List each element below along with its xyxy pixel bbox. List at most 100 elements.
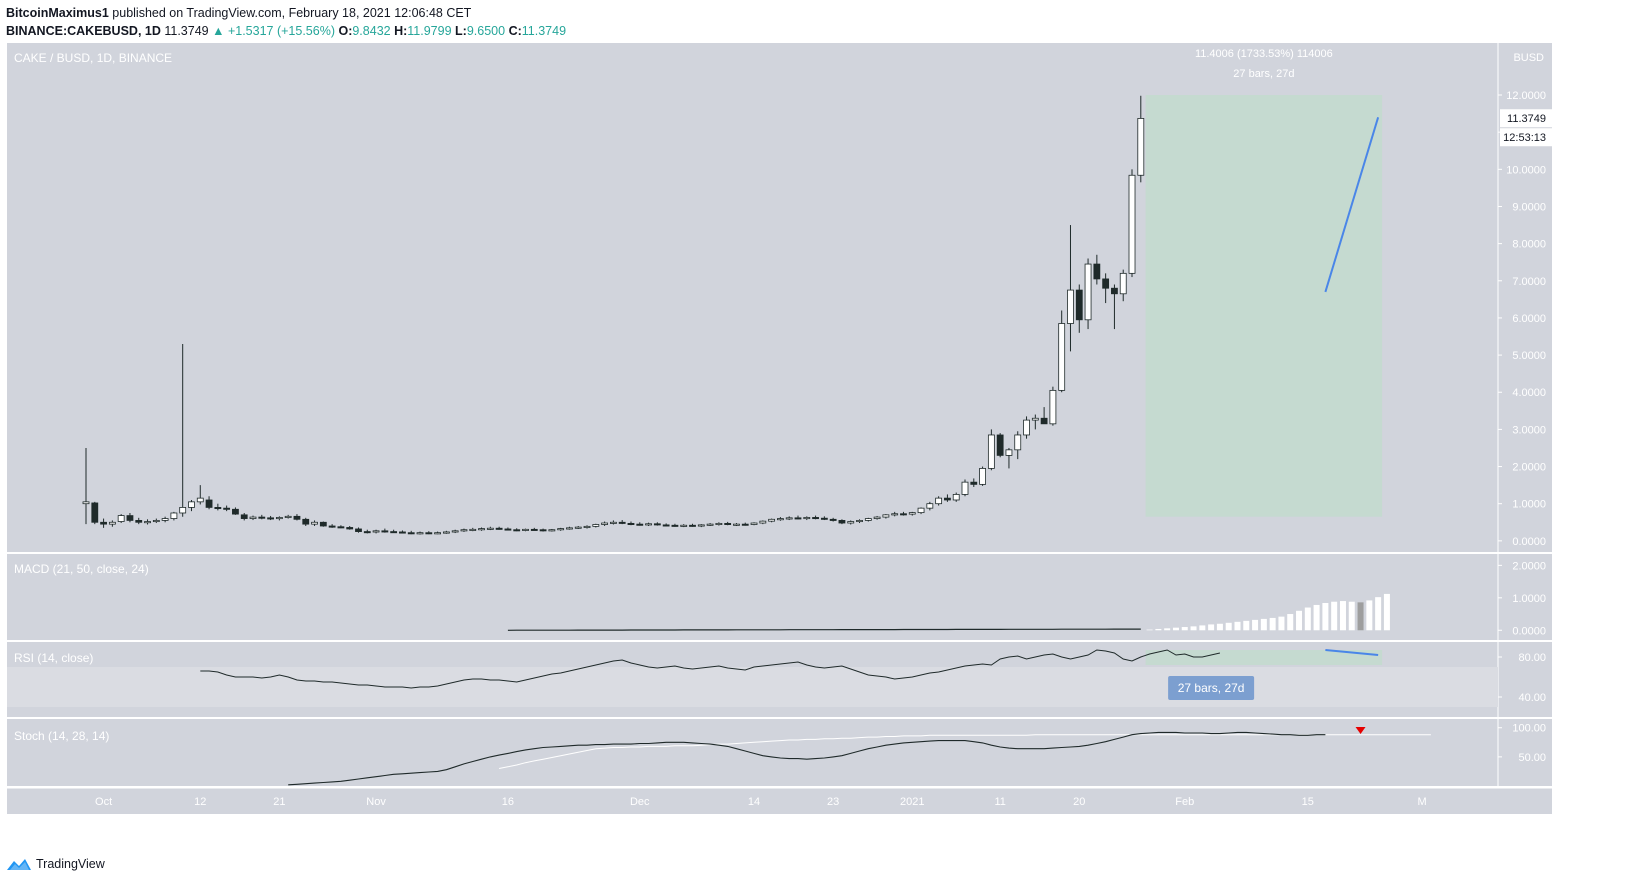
stoch-tick-label: 100.00 xyxy=(1512,723,1546,735)
candle-up xyxy=(1005,449,1013,456)
candle-down xyxy=(689,524,696,527)
candle-up xyxy=(108,521,116,525)
macd-tick-label: 2.0000 xyxy=(1512,560,1546,572)
macd-histogram-bar xyxy=(1208,624,1215,631)
candle-up xyxy=(311,521,318,525)
time-tick-label: 23 xyxy=(827,796,839,808)
macd-histogram-bar xyxy=(1190,626,1197,631)
macd-histogram-bar xyxy=(1216,623,1223,631)
price-axis-background xyxy=(1498,554,1552,640)
rsi-tick-label: 40.00 xyxy=(1518,692,1546,704)
candle-down xyxy=(662,524,670,527)
rsi-range-badge-label: 27 bars, 27d xyxy=(1178,681,1245,695)
price-tick-label: 9.0000 xyxy=(1512,201,1546,213)
candle-up xyxy=(697,524,705,527)
macd-histogram-bar xyxy=(1225,622,1232,631)
macd-tick-label: 0.0000 xyxy=(1512,625,1546,637)
candle-up xyxy=(873,516,881,519)
candle-up xyxy=(284,515,292,518)
candle-down xyxy=(530,528,538,531)
candle-down xyxy=(399,531,406,534)
price-tick-label: 8.0000 xyxy=(1512,239,1546,251)
candle-up xyxy=(574,526,582,529)
candle-down xyxy=(319,521,327,527)
candle-up xyxy=(1058,323,1066,391)
macd-histogram-bar xyxy=(1199,625,1206,631)
last-price-marker xyxy=(1500,109,1556,128)
candle-up xyxy=(548,529,556,532)
candle-down xyxy=(100,521,107,525)
candle-up xyxy=(1023,419,1030,436)
candle-down xyxy=(267,517,274,520)
candle-down xyxy=(337,526,345,529)
candle-up xyxy=(715,522,723,525)
candle-down xyxy=(636,523,644,526)
candle-up xyxy=(170,512,178,519)
time-tick-label: Feb xyxy=(1175,796,1194,808)
footer-branding: TradingView xyxy=(6,856,105,872)
candle-down xyxy=(1111,287,1118,295)
candle-down xyxy=(741,523,749,526)
macd-histogram-bar xyxy=(1164,628,1171,631)
candle-up xyxy=(566,527,573,530)
rsi-band xyxy=(7,667,1498,707)
candle-up xyxy=(979,468,986,485)
macd-histogram-bar xyxy=(1252,619,1259,631)
symbol-label: BINANCE:CAKEBUSD, 1D xyxy=(6,24,161,38)
high-value: 11.9799 xyxy=(407,24,452,38)
candle-up xyxy=(926,503,934,509)
rsi-tick-label: 80.00 xyxy=(1518,652,1546,664)
range-highlight xyxy=(1145,95,1383,517)
last-price: 11.3749 xyxy=(164,24,209,38)
candle-down xyxy=(671,524,679,527)
candle-up xyxy=(882,514,890,518)
candle-up xyxy=(891,513,899,516)
candle-down xyxy=(1093,263,1101,280)
stoch-tick-label: 50.00 xyxy=(1518,752,1546,764)
countdown-marker xyxy=(1500,128,1556,147)
candle-up xyxy=(592,524,600,527)
macd-histogram-bar xyxy=(1304,607,1311,631)
price-tick-label: 6.0000 xyxy=(1512,313,1546,325)
tradingview-brand[interactable]: TradingView xyxy=(36,857,105,871)
macd-histogram-bar xyxy=(1234,621,1241,631)
candle-down xyxy=(724,522,732,525)
macd-histogram-bar xyxy=(1313,604,1320,631)
candle-up xyxy=(152,520,160,523)
high-label: H: xyxy=(394,24,408,38)
candle-up xyxy=(1084,263,1092,321)
candle-up xyxy=(856,520,863,523)
candle-up xyxy=(750,522,758,525)
rsi-range-badge xyxy=(1168,676,1255,700)
open-label: O: xyxy=(338,24,353,38)
candle-up xyxy=(196,497,204,503)
publisher-name[interactable]: BitcoinMaximus1 xyxy=(6,6,109,20)
time-tick-label: 11 xyxy=(994,796,1005,808)
time-tick-label: 14 xyxy=(748,796,760,808)
candle-down xyxy=(126,515,134,521)
time-tick-label: 2021 xyxy=(900,796,924,808)
price-tick-label: 1.0000 xyxy=(1512,499,1546,511)
candle-down xyxy=(513,529,521,532)
rsi-divergence-line xyxy=(1325,649,1379,656)
candle-up xyxy=(442,531,450,534)
candle-up xyxy=(952,494,960,501)
time-tick-label: M xyxy=(1417,796,1426,808)
macd-title: MACD (21, 50, close, 24) xyxy=(14,562,149,576)
candle-down xyxy=(91,502,99,523)
candle-up xyxy=(1031,417,1039,421)
candle-down xyxy=(381,530,389,533)
open-value: 9.8432 xyxy=(352,24,391,38)
candle-down xyxy=(970,481,978,485)
stoch-k-line xyxy=(288,731,1326,786)
macd-histogram-bar xyxy=(1278,616,1285,631)
macd-histogram-bar xyxy=(1348,601,1355,631)
candle-down xyxy=(214,507,222,510)
close-value: 11.3749 xyxy=(521,24,567,38)
candle-up xyxy=(803,517,811,520)
candle-up xyxy=(82,501,90,505)
price-tick-label: 12.0000 xyxy=(1506,90,1546,102)
rsi-line xyxy=(200,649,1221,689)
candle-up xyxy=(847,521,855,524)
